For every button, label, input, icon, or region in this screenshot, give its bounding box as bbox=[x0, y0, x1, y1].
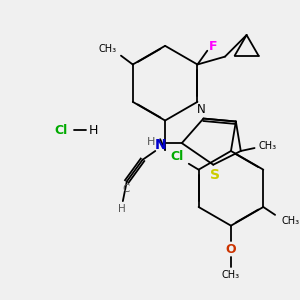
Text: CH₃: CH₃ bbox=[258, 141, 276, 151]
Text: H: H bbox=[118, 204, 126, 214]
Text: S: S bbox=[210, 168, 220, 182]
Text: F: F bbox=[209, 40, 218, 53]
Text: CH₃: CH₃ bbox=[98, 44, 116, 54]
Text: H: H bbox=[89, 124, 98, 137]
Text: C: C bbox=[122, 184, 130, 194]
Text: H: H bbox=[147, 137, 155, 147]
Text: N: N bbox=[197, 103, 206, 116]
Text: CH₃: CH₃ bbox=[222, 270, 240, 280]
Text: N: N bbox=[154, 138, 166, 152]
Text: Cl: Cl bbox=[54, 124, 68, 137]
Text: Cl: Cl bbox=[170, 150, 184, 164]
Text: CH₃: CH₃ bbox=[282, 216, 300, 226]
Text: O: O bbox=[226, 243, 236, 256]
